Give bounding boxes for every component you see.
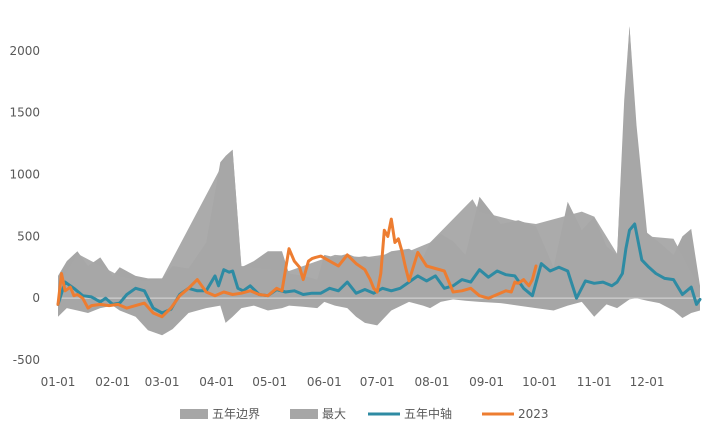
legend-label-median: 五年中轴 [404,406,452,421]
x-axis-tick-labels: 01-01 02-01 03-01 04-01 05-01 06-01 07-01 08-01… [41,375,665,389]
y-tick-label: 1500 [9,106,40,120]
y-tick-label: 0 [32,291,40,305]
x-tick-label: 07-01 [360,375,395,389]
y-tick-label: -500 [13,353,40,367]
series-max [58,26,700,299]
max-area [58,26,700,299]
line-2023 [56,217,538,319]
legend-swatch-max [290,409,318,419]
legend: 五年边界 最大 五年中轴 2023 [180,406,549,421]
x-tick-label: 01-01 [41,375,76,389]
x-tick-label: 12-01 [630,375,665,389]
y-axis-tick-labels: 2000 1500 1000 500 0 -500 [9,44,40,367]
y-tick-label: 1000 [9,168,40,182]
x-tick-label: 03-01 [145,375,180,389]
x-tick-label: 06-01 [307,375,342,389]
x-tick-label: 05-01 [252,375,287,389]
legend-label-max: 最大 [322,407,346,421]
plot-area [56,26,702,336]
x-tick-label: 11-01 [577,375,612,389]
x-tick-label: 02-01 [95,375,130,389]
x-tick-label: 10-01 [522,375,557,389]
x-tick-label: 08-01 [414,375,449,389]
x-tick-label: 09-01 [469,375,504,389]
legend-label-2023: 2023 [518,407,549,421]
legend-swatch-band [180,409,208,419]
y-tick-label: 2000 [9,44,40,58]
y-tick-label: 500 [17,229,40,243]
x-tick-label: 04-01 [199,375,234,389]
legend-label-band: 五年边界 [212,407,260,421]
series-2023 [56,217,538,319]
